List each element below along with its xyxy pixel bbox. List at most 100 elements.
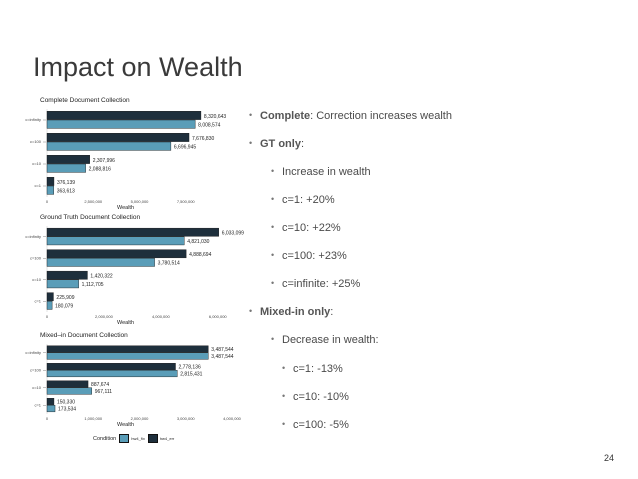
data-label: 180,079: [55, 304, 73, 310]
x-tick-label: 2,500,000: [84, 199, 103, 204]
data-label: 1,112,705: [82, 282, 104, 288]
bar-hw4_fix: [46, 387, 92, 395]
slide-title: Impact on Wealth: [33, 52, 243, 82]
x-tick-label: 4,000,000: [152, 314, 171, 319]
chart-title: Complete Document Collection: [40, 97, 130, 104]
x-axis-title: Wealth: [117, 422, 134, 428]
data-label: 3,487,544: [211, 347, 233, 353]
category-label: c=100: [30, 139, 42, 144]
data-label: 6,033,099: [222, 231, 244, 237]
bullet-dot-icon: •: [249, 110, 253, 120]
bullet-item-level-1: • GT only:: [249, 138, 305, 150]
category-label: c=1: [34, 402, 41, 407]
bullet-text: c=100: -5%: [293, 419, 349, 431]
bullet-item-level-2: • c=1: +20%: [271, 194, 335, 206]
page-number: 24: [603, 453, 614, 463]
data-label: 4,821,030: [187, 239, 209, 245]
x-tick-label: 3,000,000: [177, 416, 196, 421]
bullet-text: c=10: +22%: [282, 222, 341, 234]
bullet-dot-icon: •: [271, 334, 275, 344]
bullet-bold: Complete: [260, 110, 311, 122]
data-label: 8,008,574: [198, 123, 220, 129]
bullet-text: Decrease in wealth:: [282, 334, 379, 346]
bullet-text: :: [300, 138, 305, 150]
x-tick-label: 7,500,000: [177, 199, 196, 204]
x-tick-label: 0: [46, 314, 49, 319]
bullet-dot-icon: •: [271, 250, 275, 260]
bullet-item-level-3: • c=10: -10%: [282, 391, 349, 403]
bullet-dot-icon: •: [282, 391, 286, 401]
x-axis-title: Wealth: [117, 320, 134, 326]
category-label: c=1: [34, 298, 41, 303]
bullet-text: :: [330, 306, 334, 318]
bar-hw4_fix: [46, 163, 86, 173]
bar-hw4_err: [46, 270, 88, 280]
bullet-dot-icon: •: [271, 166, 275, 176]
data-label: 4,888,694: [189, 252, 211, 258]
bullet-text: c=10: -10%: [293, 391, 349, 403]
legend-label: hw4_fix: [131, 436, 145, 441]
bar-hw4_fix: [46, 185, 54, 195]
data-label: 967,111: [95, 389, 113, 395]
x-axis-title: Wealth: [117, 205, 134, 211]
data-label: 6,696,945: [174, 145, 196, 151]
bar-hw4_err: [46, 110, 202, 120]
bullet-dot-icon: •: [271, 222, 275, 232]
bar-hw4_fix: [46, 119, 196, 129]
legend-swatch-dark: [147, 434, 158, 443]
bar-hw4_fix: [46, 370, 178, 378]
data-label: 1,420,322: [90, 274, 112, 280]
bullet-text: c=1: -13%: [293, 363, 343, 375]
x-tick-label: 2,000,000: [95, 314, 114, 319]
chart-complete: Complete Document Collection c=infinity 8…: [0, 97, 240, 215]
data-label: 2,307,996: [93, 158, 115, 164]
category-label: c=10: [32, 385, 42, 390]
bullet-item-level-1: • Complete: Correction increases wealth: [249, 110, 452, 122]
bullet-dot-icon: •: [249, 306, 253, 316]
bullet-text: c=1: +20%: [282, 194, 335, 206]
data-label: 3,780,514: [158, 261, 180, 267]
bar-hw4_fix: [46, 405, 56, 413]
bullet-dot-icon: •: [282, 419, 286, 429]
category-label: c=100: [30, 255, 42, 260]
chart-mixed-in: Mixed–in Document Collection c=infinity 3…: [0, 332, 242, 432]
data-label: 376,139: [57, 180, 75, 186]
data-label: 2,778,136: [178, 365, 200, 371]
bullet-item-level-2: • c=100: +23%: [271, 250, 347, 262]
bar-hw4_err: [46, 345, 209, 353]
legend-label: hw4_err: [159, 436, 175, 441]
chart-legend: Condition hw4_fix hw4_err: [93, 434, 174, 443]
x-tick-label: 2,000,000: [131, 416, 150, 421]
category-label: c=10: [32, 161, 42, 166]
data-label: 150,330: [57, 400, 75, 406]
category-label: c=100: [30, 367, 42, 372]
legend-item-fix: hw4_err: [147, 434, 175, 443]
legend-swatch-light: [119, 434, 130, 443]
legend-title: Condition: [93, 435, 117, 442]
x-tick-label: 0: [46, 416, 49, 421]
bar-hw4_err: [46, 398, 55, 406]
x-tick-label: 6,000,000: [209, 314, 228, 319]
data-label: 8,320,643: [204, 114, 226, 120]
bar-hw4_err: [46, 363, 176, 371]
data-label: 7,676,830: [192, 136, 214, 142]
bullet-item-level-2: • Increase in wealth: [271, 166, 371, 178]
bullet-text: c=100: +23%: [282, 250, 347, 262]
bullet-item-level-3: • c=100: -5%: [282, 419, 349, 431]
bar-hw4_err: [46, 133, 190, 142]
bullet-dot-icon: •: [271, 194, 275, 204]
x-tick-label: 5,000,000: [131, 199, 150, 204]
chart-title: Ground Truth Document Collection: [40, 214, 141, 221]
bullet-text: Increase in wealth: [282, 166, 371, 178]
data-label: 3,487,544: [211, 354, 233, 360]
legend-item-err: hw4_fix: [119, 434, 145, 443]
bullet-text: : Correction increases wealth: [310, 110, 452, 122]
bullet-dot-icon: •: [271, 278, 275, 288]
bullet-item-level-3: • c=1: -13%: [282, 363, 343, 375]
bar-hw4_err: [46, 292, 54, 302]
category-label: c=10: [32, 277, 42, 282]
bullet-dot-icon: •: [282, 363, 286, 373]
